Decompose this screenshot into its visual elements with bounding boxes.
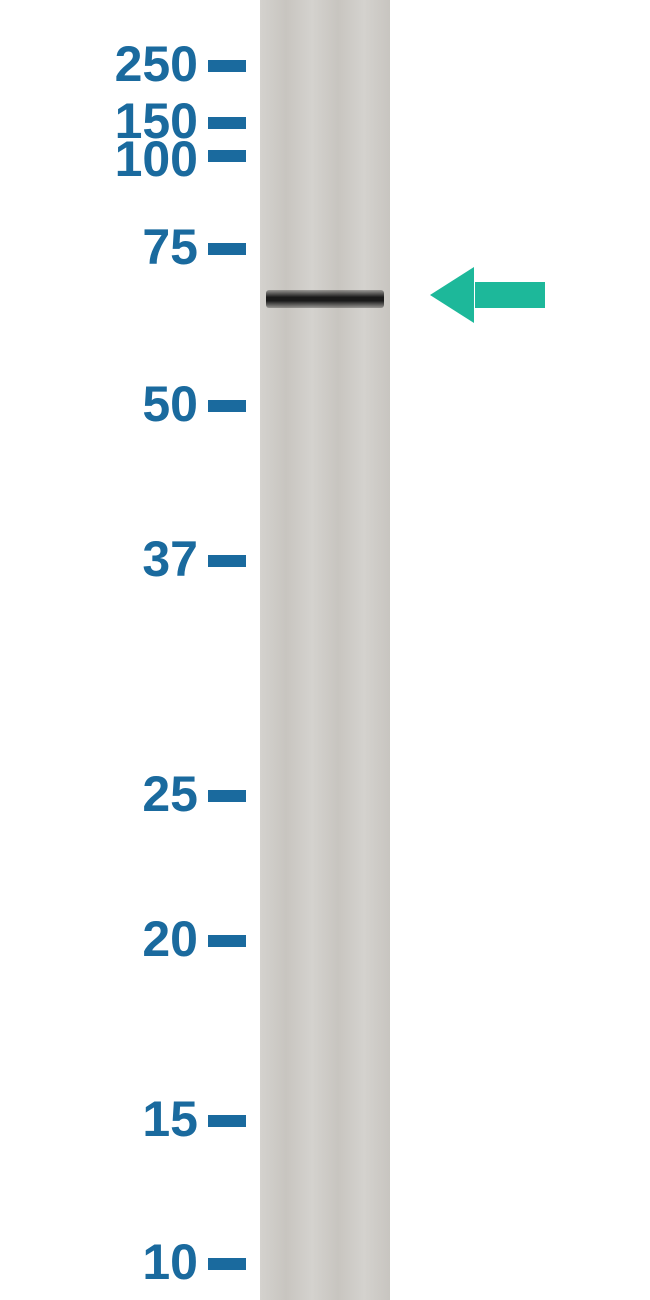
ladder-label-15: 15 bbox=[142, 1090, 198, 1148]
ladder-label-50: 50 bbox=[142, 375, 198, 433]
ladder-label-100: 100 bbox=[115, 130, 198, 188]
ladder-label-75: 75 bbox=[142, 218, 198, 276]
ladder-tick-37 bbox=[208, 555, 246, 567]
ladder-tick-100 bbox=[208, 150, 246, 162]
ladder-tick-10 bbox=[208, 1258, 246, 1270]
ladder-tick-250 bbox=[208, 60, 246, 72]
western-blot-container: 25015010075503725201510 bbox=[0, 0, 650, 1300]
protein-band-0 bbox=[266, 290, 384, 308]
ladder-label-20: 20 bbox=[142, 910, 198, 968]
ladder-tick-20 bbox=[208, 935, 246, 947]
ladder-tick-25 bbox=[208, 790, 246, 802]
blot-lane bbox=[260, 0, 390, 1300]
ladder-label-25: 25 bbox=[142, 765, 198, 823]
arrow-head-icon bbox=[430, 267, 474, 323]
ladder-tick-50 bbox=[208, 400, 246, 412]
ladder-tick-150 bbox=[208, 117, 246, 129]
ladder-label-37: 37 bbox=[142, 530, 198, 588]
ladder-label-250: 250 bbox=[115, 35, 198, 93]
arrow-tail bbox=[475, 282, 545, 308]
ladder-tick-75 bbox=[208, 243, 246, 255]
ladder-label-10: 10 bbox=[142, 1233, 198, 1291]
ladder-tick-15 bbox=[208, 1115, 246, 1127]
